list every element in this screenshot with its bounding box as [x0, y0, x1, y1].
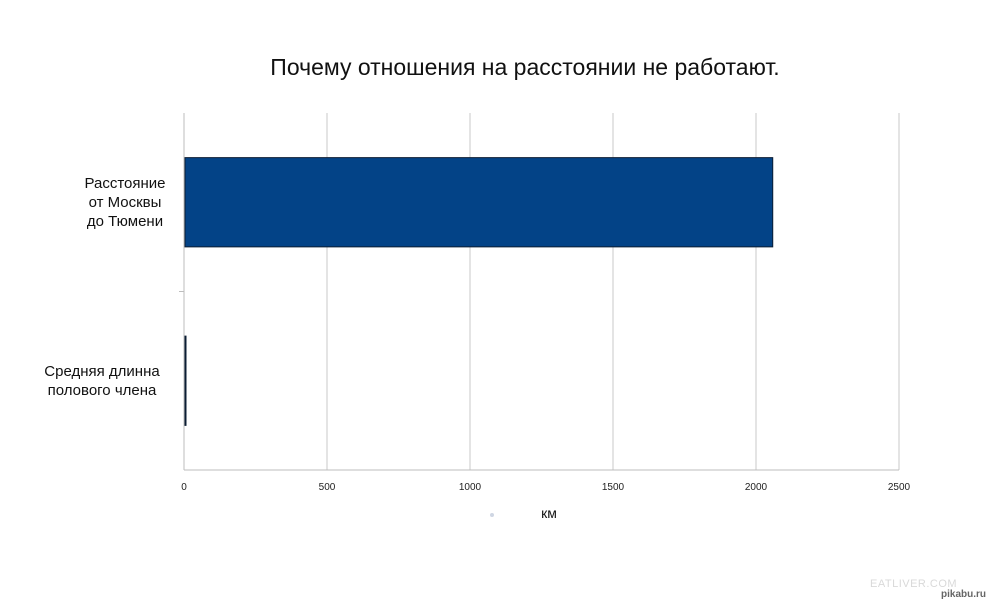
x-tick-label-2500: 2500	[888, 482, 911, 493]
x-tick-label-1500: 1500	[602, 482, 625, 493]
chart-title: Почему отношения на расстоянии не работа…	[270, 54, 780, 80]
x-tick-label-500: 500	[319, 482, 336, 493]
watermark-pikabu: pikabu.ru	[941, 589, 987, 600]
bar-1	[184, 335, 187, 426]
x-tick-label-2000: 2000	[745, 482, 768, 493]
legend-marker	[490, 513, 494, 517]
category-label-distance: Расстояние от Москвы до Тюмени	[84, 174, 166, 230]
x-axis-label: км	[541, 505, 557, 521]
category-label-length: Средняя длинна полового члена	[44, 362, 160, 399]
bar-0	[184, 157, 774, 248]
x-tick-label-0: 0	[181, 482, 187, 493]
watermark-eatliver: EATLIVER.COM	[870, 578, 958, 590]
x-tick-label-1000: 1000	[459, 482, 482, 493]
